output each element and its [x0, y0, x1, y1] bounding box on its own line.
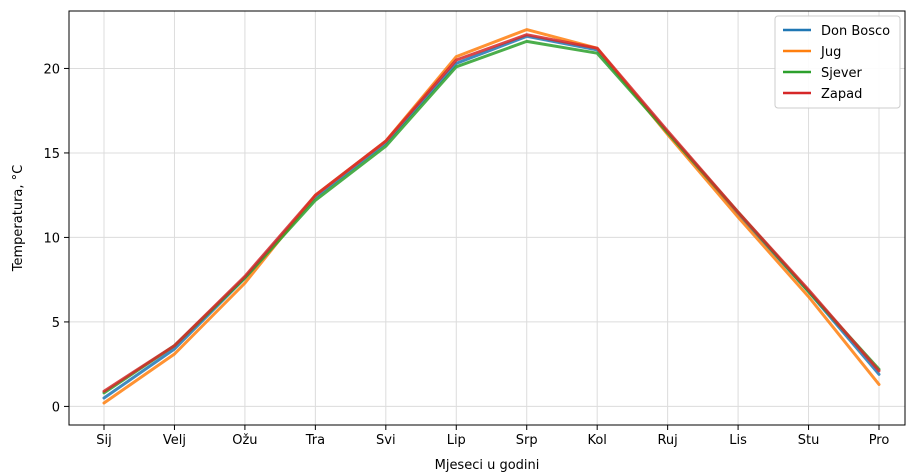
x-tick-label: Lis	[729, 433, 747, 448]
x-axis-label: Mjeseci u godini	[435, 458, 540, 473]
legend-label: Zapad	[821, 87, 862, 102]
legend-label: Jug	[820, 45, 841, 60]
x-tick-label: Kol	[587, 433, 606, 448]
x-tick-label: Velj	[163, 433, 186, 448]
x-tick-label: Ožu	[232, 433, 257, 448]
x-axis: Sij Velj Ožu Tra Svi Lip Srp Kol Ruj Lis Stu Pro	[96, 425, 889, 448]
x-tick-label: Lip	[447, 433, 466, 448]
plot-frame	[68, 10, 906, 426]
y-tick-label: 20	[43, 62, 60, 77]
y-tick-label: 15	[43, 147, 60, 162]
x-tick-label: Svi	[376, 433, 396, 448]
y-axis-label: Temperatura, °C	[11, 165, 26, 272]
x-tick-label: Sij	[96, 433, 111, 448]
series-line	[102, 28, 881, 405]
y-axis: 0 5 10 15 20	[43, 62, 69, 415]
legend-label: Sjever	[821, 66, 863, 81]
legend: Don Bosco Jug Sjever Zapad	[774, 15, 901, 109]
series-layer	[102, 28, 881, 405]
series-line	[102, 33, 881, 393]
y-tick-label: 10	[43, 231, 60, 246]
y-tick-label: 0	[52, 400, 60, 415]
x-tick-label: Stu	[798, 433, 820, 448]
y-tick-label: 5	[52, 316, 60, 331]
x-tick-label: Tra	[305, 433, 325, 448]
legend-label: Don Bosco	[821, 24, 890, 39]
x-tick-label: Pro	[869, 433, 890, 448]
x-tick-label: Ruj	[657, 433, 677, 448]
legend-box	[774, 15, 901, 109]
x-tick-label: Srp	[516, 433, 538, 448]
